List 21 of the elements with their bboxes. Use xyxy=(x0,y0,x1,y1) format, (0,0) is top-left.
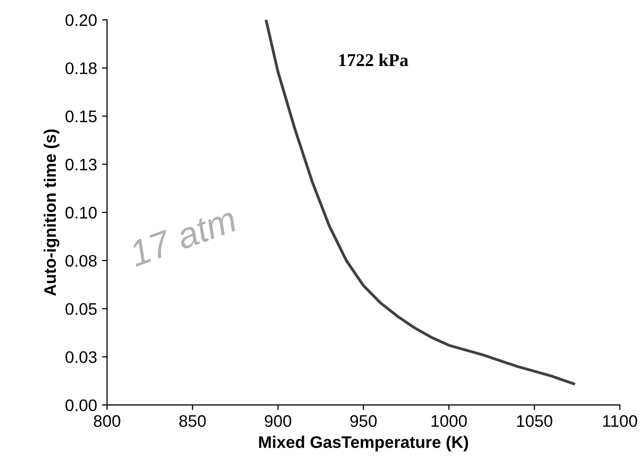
annotation: 17 atm xyxy=(128,206,238,268)
y-tick-label: 0.13 xyxy=(66,158,97,170)
annotation: 1722 kPa xyxy=(339,54,408,66)
y-tick-label: 0.05 xyxy=(66,303,97,315)
y-tick-label: 0.10 xyxy=(66,206,97,219)
x-tick-label: 850 xyxy=(179,415,206,427)
y-tick-label: 0.20 xyxy=(66,14,97,26)
y-tick-label: 0.00 xyxy=(66,399,97,412)
x-tick-label: 1000 xyxy=(432,415,467,427)
x-tick-label: 800 xyxy=(94,415,120,427)
x-tick-label: 900 xyxy=(264,415,292,427)
y-tick-label: 0.18 xyxy=(66,62,97,74)
y-tick-label: 0.15 xyxy=(66,110,97,122)
x-tick-label: 1100 xyxy=(603,415,638,427)
y-tick-label: 0.03 xyxy=(66,351,97,364)
x-tick-label: 1050 xyxy=(517,415,552,427)
y-tick-label: 0.08 xyxy=(66,254,97,267)
x-tick-label: 950 xyxy=(350,415,377,427)
line-series xyxy=(264,20,576,386)
y-axis-title: Auto-ignition time (s) xyxy=(44,129,60,296)
x-axis-title: Mixed GasTemperature (K) xyxy=(259,436,468,452)
